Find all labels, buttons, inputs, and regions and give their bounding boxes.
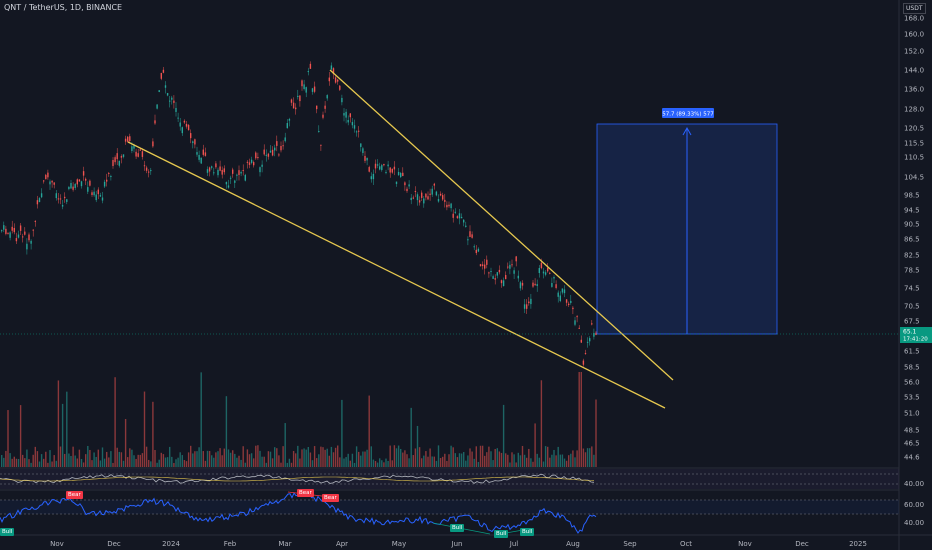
osc-level-label: 40.00 [904,519,924,527]
bull-badge: Bull [450,524,465,532]
osc-level-label: 60.00 [904,501,924,509]
measure-arrowhead [682,126,692,136]
candlesticks [1,61,597,367]
current-price-countdown: 17:41:20 [903,337,928,343]
measure-label: 57.7 (89.33%) 577 [662,112,714,118]
bull-badge: Bull [494,530,509,538]
time-tick-label: Nov [50,540,64,548]
price-tick-label: 56.0 [904,379,920,387]
price-tick-label: 128.0 [904,106,924,114]
price-tick-label: 152.0 [904,48,924,56]
price-tick-label: 144.0 [904,67,924,75]
price-tick-label: 160.0 [904,31,924,39]
price-tick-label: 46.5 [904,440,920,448]
rsi-ma-line [0,476,595,482]
price-tick-label: 110.5 [904,154,924,162]
price-tick-label: 67.5 [904,318,920,326]
time-axis-ticks: Nov Dec 2024 Feb Mar Apr May Jun Jul Aug Sep Oct Nov… [50,540,867,548]
current-price-tag [900,327,932,343]
time-tick-label: Mar [278,540,291,548]
lower-trendline[interactable] [127,141,666,409]
price-tick-label: 120.5 [904,125,924,133]
price-tick-label: 115.5 [904,140,924,148]
price-tick-label: 53.5 [904,394,920,402]
bull-badge: Bull [520,528,535,536]
time-tick-label: Aug [566,540,580,548]
price-tick-label: 61.5 [904,348,920,356]
price-tick-label: 136.0 [904,86,924,94]
time-tick-label: Jun [451,540,463,548]
volume-bars [1,372,597,467]
upper-trendline[interactable] [329,69,674,381]
time-tick-label: Apr [336,540,348,548]
rsi-line [0,474,595,484]
time-tick-label: Sep [623,540,637,548]
bear-badge: Bear [297,489,314,497]
time-tick-label: Dec [107,540,121,548]
price-tick-label: 51.0 [904,410,920,418]
price-tick-label: 70.5 [904,303,920,311]
bear-badge: Bear [322,494,339,502]
price-tick-label: 74.5 [904,285,920,293]
time-tick-label: Jul [509,540,519,548]
rsi-level-label: 40.00 [904,480,924,488]
time-tick-label: Feb [224,540,237,548]
time-tick-label: Nov [738,540,752,548]
price-tick-label: 44.6 [904,454,920,462]
price-tick-label: 82.5 [904,252,920,260]
price-tick-label: 58.5 [904,364,920,372]
price-tick-label: 86.5 [904,236,920,244]
current-price-label: 65.1 [903,329,917,336]
time-tick-label: 2025 [849,540,867,548]
symbol-title: QNT / TetherUS, 1D, BINANCE [4,3,123,12]
price-axis-ticks: 168.0 160.0 152.0 144.0 136.0 128.0 120.5 115.5… [904,15,924,462]
price-tick-label: 104.5 [904,174,924,182]
time-tick-label: Oct [680,540,692,548]
price-tick-label: 90.5 [904,221,920,229]
price-tick-label: 78.5 [904,267,920,275]
currency-unit-badge[interactable]: USDT [903,3,926,14]
time-tick-label: Dec [795,540,809,548]
price-tick-label: 48.5 [904,427,920,435]
time-tick-label: May [392,540,406,548]
bear-badge: Bear [66,491,83,499]
price-tick-label: 98.5 [904,192,920,200]
time-tick-label: 2024 [162,540,180,548]
price-tick-label: 168.0 [904,15,924,23]
price-tick-label: 94.5 [904,207,920,215]
bull-badge: Bull [0,528,15,536]
measure-label-box [662,108,714,118]
